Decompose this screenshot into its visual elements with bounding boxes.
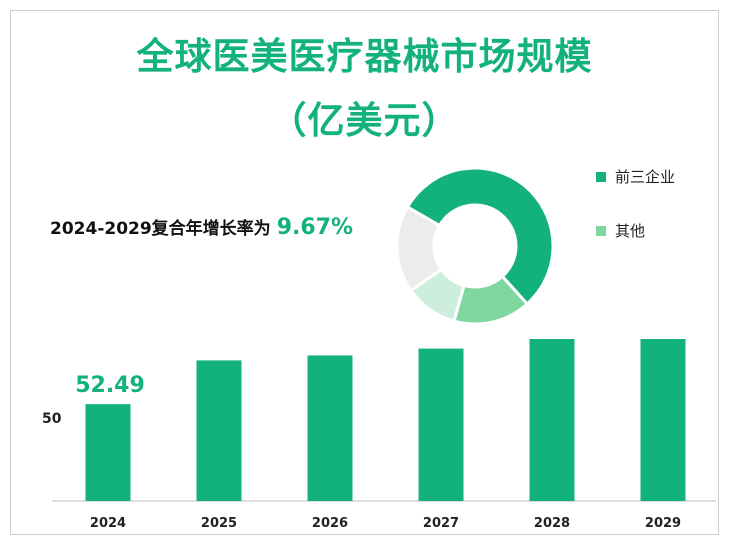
- x-tick-2028: 2028: [534, 516, 570, 531]
- bar-2026: [307, 355, 353, 501]
- chart-title: 全球医美医疗器械市场规模: [136, 35, 593, 78]
- chart-subtitle: （亿美元）: [269, 99, 460, 142]
- legend-label-others: 其他: [615, 222, 646, 240]
- cagr-text: 2024-2029复合年增长率为 9.67%: [50, 214, 353, 240]
- cagr-value: 9.67%: [276, 215, 354, 240]
- legend-swatch-top3: [596, 171, 606, 182]
- bar-2027: [418, 348, 464, 501]
- x-tick-2029: 2029: [645, 516, 681, 531]
- x-tick-2026: 2026: [312, 516, 348, 531]
- bar-2025: [196, 360, 242, 501]
- data-label-2024: 52.49: [75, 373, 145, 398]
- pie-slice-3: [395, 204, 444, 293]
- x-tick-2025: 2025: [201, 516, 237, 531]
- legend-swatch-others: [596, 225, 606, 236]
- pie-slice-0: [405, 166, 555, 307]
- x-tick-2027: 2027: [423, 516, 459, 531]
- bar-2024: [85, 404, 131, 501]
- x-tick-2024: 2024: [90, 516, 126, 531]
- bar-2029: [640, 339, 686, 501]
- legend-label-top3: 前三企业: [615, 168, 676, 186]
- y-tick-label: 50: [42, 411, 62, 427]
- legend-item-top3: 前三企业: [596, 166, 675, 187]
- bar-2028: [529, 339, 575, 501]
- legend-item-others: 其他: [596, 220, 645, 241]
- cagr-label: 2024-2029复合年增长率为: [50, 219, 271, 239]
